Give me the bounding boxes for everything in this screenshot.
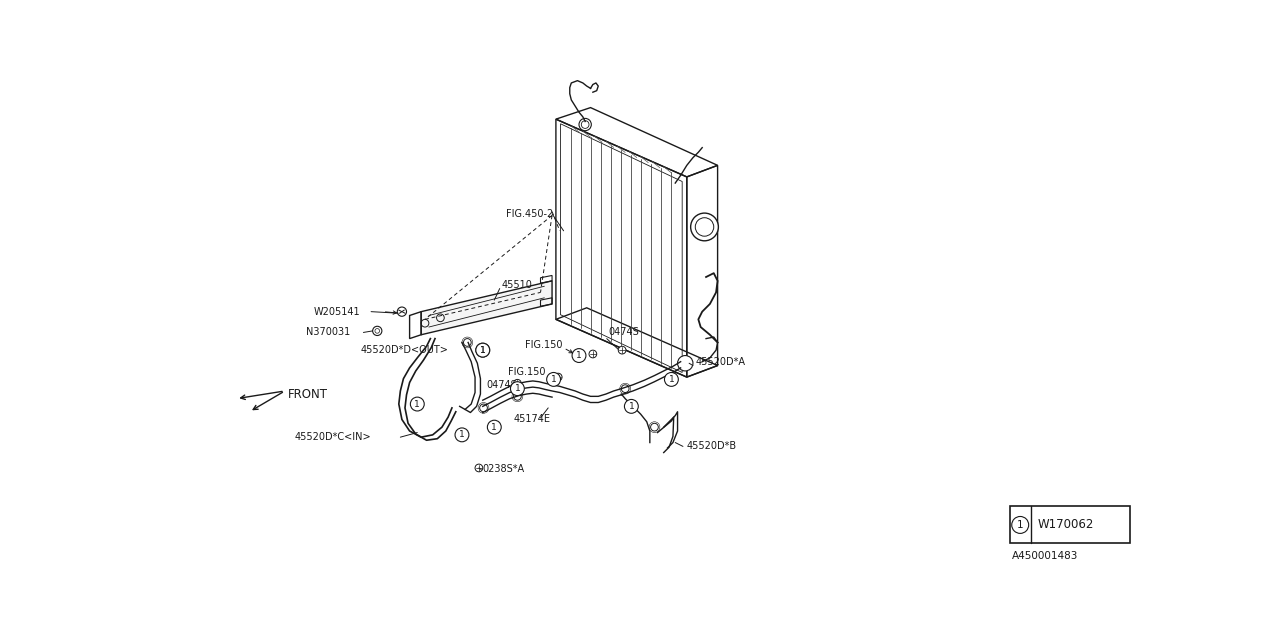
Circle shape — [476, 343, 490, 357]
Text: 45520D*B: 45520D*B — [687, 442, 737, 451]
Circle shape — [650, 423, 658, 431]
Circle shape — [463, 339, 471, 346]
Circle shape — [513, 392, 521, 400]
Circle shape — [488, 420, 502, 434]
Text: 0474S: 0474S — [486, 380, 517, 390]
Circle shape — [677, 356, 692, 371]
Text: 1: 1 — [1016, 520, 1024, 530]
Circle shape — [664, 372, 678, 387]
Polygon shape — [421, 281, 552, 335]
Circle shape — [625, 399, 639, 413]
Circle shape — [1011, 516, 1029, 533]
Text: 45520D*A: 45520D*A — [696, 356, 746, 367]
Text: W205141: W205141 — [314, 307, 360, 317]
Circle shape — [411, 397, 424, 411]
Text: 1: 1 — [668, 375, 675, 384]
Circle shape — [579, 118, 591, 131]
Circle shape — [572, 349, 586, 362]
Circle shape — [691, 213, 718, 241]
Text: N370031: N370031 — [306, 328, 349, 337]
Text: 1: 1 — [480, 346, 485, 355]
Text: 1: 1 — [492, 422, 497, 431]
Circle shape — [511, 381, 525, 396]
Text: 45520D*D<OUT>: 45520D*D<OUT> — [361, 345, 448, 355]
Circle shape — [618, 346, 626, 354]
Circle shape — [554, 373, 562, 381]
Text: 0474S: 0474S — [608, 328, 639, 337]
Text: A450001483: A450001483 — [1011, 551, 1078, 561]
Text: 45510: 45510 — [502, 280, 532, 290]
Circle shape — [589, 350, 596, 358]
Circle shape — [476, 343, 490, 357]
Circle shape — [480, 404, 488, 412]
Text: W170062: W170062 — [1037, 518, 1093, 531]
Text: 45174E: 45174E — [513, 415, 550, 424]
Text: 1: 1 — [460, 430, 465, 439]
Text: 0238S*A: 0238S*A — [483, 465, 525, 474]
Text: 1: 1 — [550, 375, 557, 384]
Text: FIG.450-2: FIG.450-2 — [506, 209, 553, 219]
Text: 1: 1 — [628, 402, 634, 411]
Text: 1: 1 — [415, 399, 420, 408]
Circle shape — [454, 428, 468, 442]
Circle shape — [547, 372, 561, 387]
Text: FRONT: FRONT — [288, 388, 328, 401]
Text: FIG.150: FIG.150 — [525, 340, 563, 349]
Text: 1: 1 — [480, 346, 485, 355]
Circle shape — [621, 385, 628, 392]
Circle shape — [513, 380, 521, 387]
Text: FIG.150: FIG.150 — [508, 367, 545, 377]
Text: 1: 1 — [515, 384, 520, 393]
Text: 1: 1 — [576, 351, 582, 360]
Text: 45520D*C<IN>: 45520D*C<IN> — [294, 432, 371, 442]
Circle shape — [475, 464, 483, 472]
